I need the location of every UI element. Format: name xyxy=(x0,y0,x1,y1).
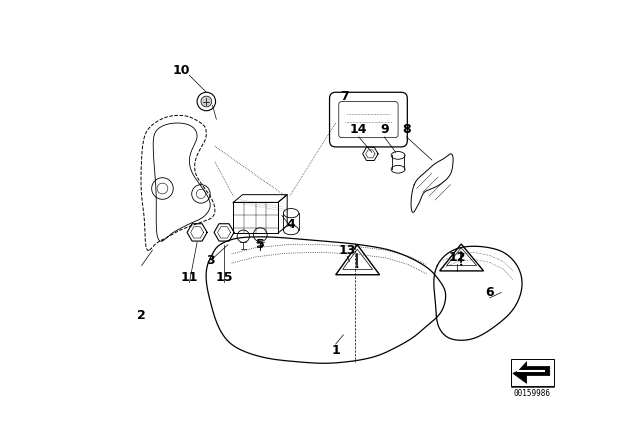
Text: 15: 15 xyxy=(215,271,233,284)
Text: 00159986: 00159986 xyxy=(513,389,550,398)
Text: 2: 2 xyxy=(138,309,146,322)
Text: 12: 12 xyxy=(449,251,466,264)
Circle shape xyxy=(460,263,462,266)
Text: 3: 3 xyxy=(207,254,215,267)
Text: 7: 7 xyxy=(340,90,349,103)
Polygon shape xyxy=(513,362,550,383)
Text: 10: 10 xyxy=(173,64,191,77)
Text: 9: 9 xyxy=(380,123,388,136)
Text: 8: 8 xyxy=(402,123,411,136)
Text: 4: 4 xyxy=(287,218,296,231)
Circle shape xyxy=(201,96,212,107)
Circle shape xyxy=(356,266,358,268)
Text: 13: 13 xyxy=(339,244,356,257)
Bar xyxy=(511,359,554,386)
Text: 1: 1 xyxy=(332,344,340,357)
Text: 6: 6 xyxy=(485,286,494,299)
Text: 14: 14 xyxy=(350,123,367,136)
Text: 11: 11 xyxy=(180,271,198,284)
Text: 5: 5 xyxy=(256,238,264,251)
